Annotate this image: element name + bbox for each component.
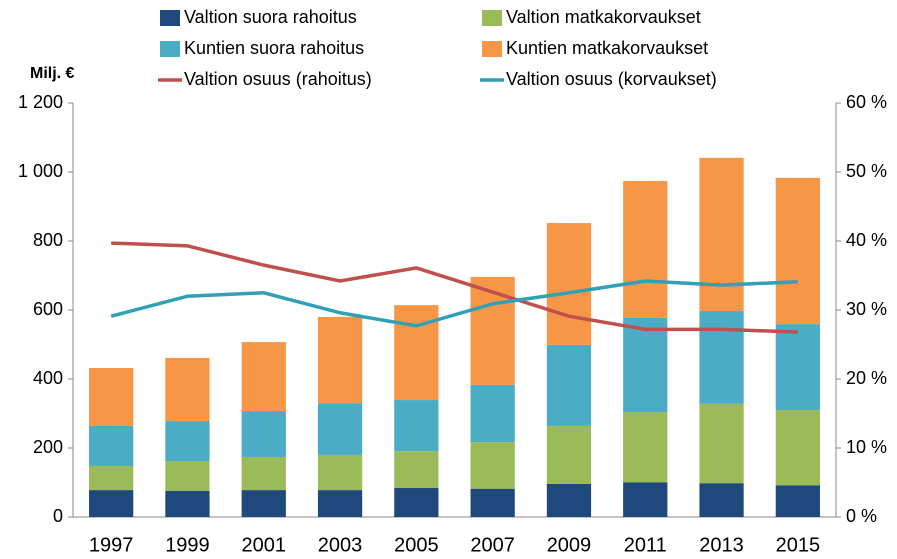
legend-label: Valtion suora rahoitus	[184, 7, 357, 27]
bar-segment	[241, 456, 286, 491]
bar-segment	[470, 488, 515, 517]
bar-segment	[241, 411, 286, 457]
x-tick-label: 2011	[624, 534, 667, 556]
bar-segment	[546, 223, 592, 345]
y2-tick-label: 50 %	[846, 161, 887, 181]
bar-segment	[165, 421, 210, 462]
bar-segment	[699, 483, 744, 517]
bar-segment	[546, 425, 592, 484]
bar-segment	[623, 412, 668, 483]
x-tick-label: 2001	[242, 534, 287, 556]
bar-segment	[623, 317, 668, 413]
y2-tick-label: 30 %	[846, 299, 887, 319]
bar-segment	[470, 276, 515, 385]
bar-segment	[89, 465, 134, 491]
bar-segment	[241, 342, 286, 412]
legend-swatch	[160, 41, 180, 57]
bar-segment	[699, 403, 744, 484]
bar-segment	[470, 384, 515, 443]
legend-label: Kuntien suora rahoitus	[184, 38, 364, 58]
legend-label: Kuntien matkakorvaukset	[506, 38, 708, 58]
y-tick-label: 200	[33, 437, 63, 457]
bar-segment	[470, 442, 515, 489]
x-tick-label: 2009	[547, 534, 592, 556]
bar-segment	[775, 324, 820, 411]
y-tick-label: 800	[33, 230, 63, 250]
bar-segment	[394, 400, 439, 452]
bar-segment	[165, 490, 210, 517]
y2-tick-label: 20 %	[846, 368, 887, 388]
x-tick-label: 1997	[89, 534, 134, 556]
legend-label: Valtion matkakorvaukset	[506, 7, 701, 27]
y-tick-label: 1 200	[18, 92, 63, 112]
bar-segment	[546, 483, 592, 517]
bar-segment	[623, 482, 668, 517]
line-series	[111, 241, 798, 334]
line-series	[110, 279, 798, 328]
bar-segment	[317, 316, 363, 404]
bar-segment	[317, 403, 363, 455]
legend-swatch	[160, 10, 180, 26]
y2-tick-label: 60 %	[846, 92, 887, 112]
x-tick-label: 2013	[699, 534, 744, 556]
legend-swatch	[482, 10, 502, 26]
y-axis-label: Milj. €	[30, 65, 75, 82]
y2-tick-label: 10 %	[846, 437, 887, 457]
y-tick-label: 400	[33, 368, 63, 388]
bar-segment	[623, 180, 668, 318]
x-tick-label: 1999	[165, 534, 210, 556]
legend-label: Valtion osuus (korvaukset)	[506, 69, 717, 89]
legend-swatch	[482, 41, 502, 57]
legend-label: Valtion osuus (rahoitus)	[184, 69, 372, 89]
y-tick-label: 1 000	[18, 161, 63, 181]
x-tick-label: 2007	[470, 534, 515, 556]
bar-segment	[89, 367, 134, 426]
bar-segment	[165, 357, 210, 422]
y2-tick-label: 0 %	[846, 506, 877, 526]
bar-segment	[241, 490, 286, 517]
y-tick-label: 0	[53, 506, 63, 526]
bar-segment	[775, 410, 820, 486]
x-tick-label: 2003	[318, 534, 363, 556]
bar-segment	[317, 490, 363, 517]
bar-segment	[394, 305, 439, 401]
bar-segment	[394, 451, 439, 489]
y-tick-label: 600	[33, 299, 63, 319]
y2-tick-label: 40 %	[846, 230, 887, 250]
bar-segment	[699, 157, 744, 312]
bar-segment	[394, 488, 439, 517]
bar-segment	[775, 485, 820, 517]
bar-segment	[699, 311, 744, 404]
x-tick-label: 2005	[394, 534, 439, 556]
bar-segment	[165, 461, 210, 491]
bar-segment	[317, 454, 363, 491]
bar-segment	[89, 425, 134, 466]
bar-segment	[546, 344, 592, 426]
bar-segment	[89, 490, 134, 517]
x-tick-label: 2015	[776, 534, 821, 556]
bar-segment	[775, 177, 820, 325]
